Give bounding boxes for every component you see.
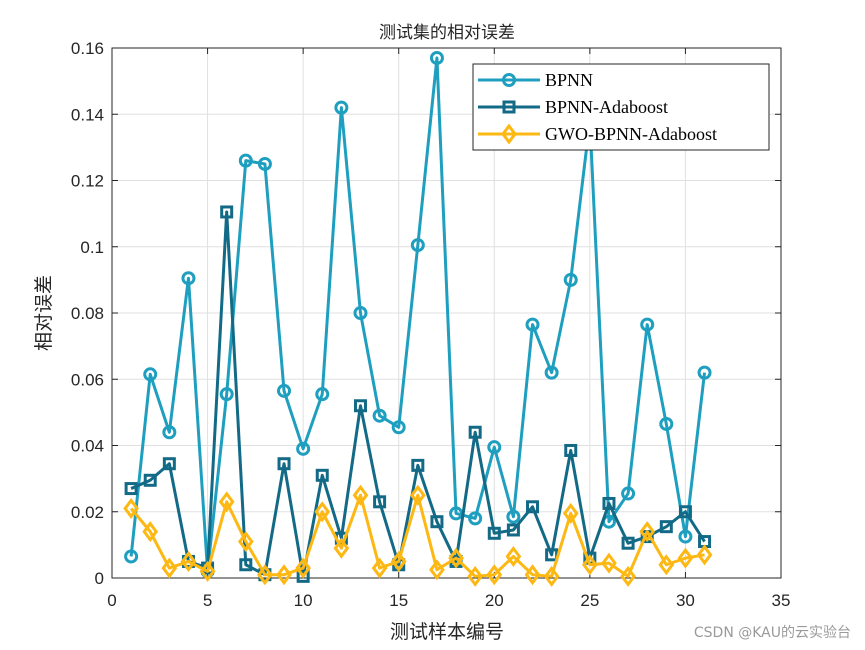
- series-gwo-bpnn-adaboost: [123, 484, 713, 587]
- x-tick-label: 15: [389, 591, 408, 610]
- y-tick-label: 0.04: [71, 437, 104, 456]
- chart-title: 测试集的相对误差: [379, 23, 515, 43]
- y-tick-label: 0.06: [71, 370, 104, 389]
- x-axis-label: 测试样本编号: [390, 621, 504, 643]
- y-tick-label: 0.12: [71, 172, 104, 191]
- watermark: CSDN @KAU的云实验台: [693, 625, 851, 641]
- x-tick-label: 5: [203, 591, 212, 610]
- y-tick-label: 0.14: [71, 105, 104, 124]
- x-tick-label: 10: [294, 591, 313, 610]
- y-tick-label: 0: [95, 569, 104, 588]
- y-tick-label: 0.08: [71, 304, 104, 323]
- legend: BPNN BPNN-Adaboost GWO-BPNN-Adaboost: [472, 63, 770, 151]
- x-tick-label: 20: [485, 591, 504, 610]
- series-layer: [123, 50, 713, 587]
- y-tick-label: 0.1: [80, 238, 104, 257]
- legend-label: BPNN-Adaboost: [545, 97, 668, 117]
- axis-ticks: 0 5 10 15 20 25 30 35 0 0.02 0.04 0.06 0.08 0.1 0.12 0.…: [71, 39, 791, 610]
- legend-item: GWO-BPNN-Adaboost: [478, 123, 717, 145]
- series-bpnn-adaboost: [124, 205, 712, 583]
- x-tick-label: 0: [107, 591, 116, 610]
- y-tick-label: 0.02: [71, 503, 104, 522]
- legend-item: BPNN-Adaboost: [478, 97, 668, 117]
- x-tick-label: 30: [676, 591, 695, 610]
- y-axis-label: 相对误差: [33, 275, 55, 351]
- legend-box: [472, 63, 770, 151]
- legend-label: BPNN: [545, 70, 593, 90]
- legend-item: BPNN: [478, 70, 593, 90]
- x-tick-label: 25: [580, 591, 599, 610]
- x-tick-label: 35: [772, 591, 791, 610]
- legend-label: GWO-BPNN-Adaboost: [545, 124, 717, 144]
- y-tick-label: 0.16: [71, 39, 104, 58]
